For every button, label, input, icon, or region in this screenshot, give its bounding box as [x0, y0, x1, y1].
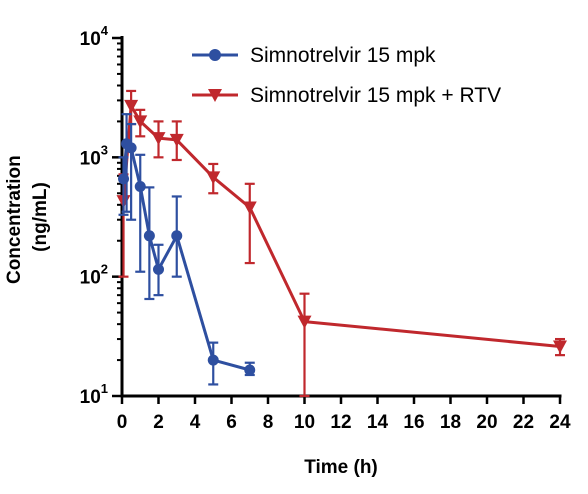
x-tick-label: 12 — [330, 412, 351, 433]
y-tick-base: 10 — [80, 148, 101, 169]
x-tick-label: 22 — [513, 412, 534, 433]
data-point — [553, 340, 567, 354]
y-tick-exponent: 4 — [101, 23, 109, 38]
y-tick-base: 10 — [80, 268, 101, 289]
data-point — [125, 142, 137, 154]
data-point — [171, 230, 183, 242]
x-tick-label: 10 — [294, 412, 315, 433]
data-point — [143, 230, 155, 242]
data-point — [207, 354, 219, 366]
x-tick-label: 8 — [263, 412, 274, 433]
data-point — [134, 180, 146, 192]
x-tick-label: 18 — [440, 412, 461, 433]
x-tick-label: 24 — [549, 412, 571, 433]
x-tick-label: 14 — [367, 412, 389, 433]
y-axis-label: Concentration (ng/mL) — [4, 150, 51, 284]
x-axis-label: Time (h) — [304, 457, 378, 478]
data-point — [118, 173, 130, 185]
legend: Simnotrelvir 15 mpk Simnotrelvir 15 mpk +… — [192, 44, 501, 107]
legend-marker — [209, 49, 221, 61]
y-tick-exponent: 2 — [101, 262, 108, 277]
data-point — [244, 364, 256, 376]
y-tick-label: 102 — [80, 262, 108, 289]
y-tick-base: 10 — [80, 387, 101, 408]
y-tick-base: 10 — [80, 29, 101, 50]
x-tick-label: 6 — [226, 412, 237, 433]
data-point — [153, 263, 164, 275]
legend-label: Simnotrelvir 15 mpk — [250, 44, 436, 67]
data-point — [133, 115, 148, 129]
x-tick-label: 16 — [403, 412, 424, 433]
x-tick-label: 20 — [476, 412, 497, 433]
x-tick-label: 0 — [117, 412, 128, 433]
data-point — [124, 99, 139, 113]
series-1 — [118, 113, 256, 386]
data-point — [169, 133, 184, 147]
y-tick-exponent: 3 — [101, 142, 108, 157]
legend-marker — [208, 89, 222, 102]
x-tick-label: 2 — [153, 412, 164, 433]
x-axis-ticks: 0 2 4 6 8 10 12 14 16 18 20 22 24 — [117, 396, 571, 433]
series-line — [122, 142, 251, 372]
legend-label: Simnotrelvir 15 mpk + RTV — [250, 84, 501, 107]
y-tick-label: 101 — [80, 381, 108, 408]
x-tick-label: 4 — [190, 412, 201, 433]
data-point — [151, 132, 166, 146]
data-point — [297, 315, 312, 329]
data-point — [206, 171, 221, 185]
data-point — [242, 201, 257, 215]
y-axis-label-line-1: Concentration — [4, 155, 25, 284]
y-tick-exponent: 1 — [101, 381, 108, 396]
series-2 — [116, 89, 567, 398]
series-layer — [116, 89, 567, 398]
y-tick-label: 104 — [80, 23, 109, 50]
series-line — [122, 104, 561, 348]
y-tick-label: 103 — [80, 142, 108, 169]
y-axis-label-line-2: (ng/mL) — [30, 182, 51, 252]
